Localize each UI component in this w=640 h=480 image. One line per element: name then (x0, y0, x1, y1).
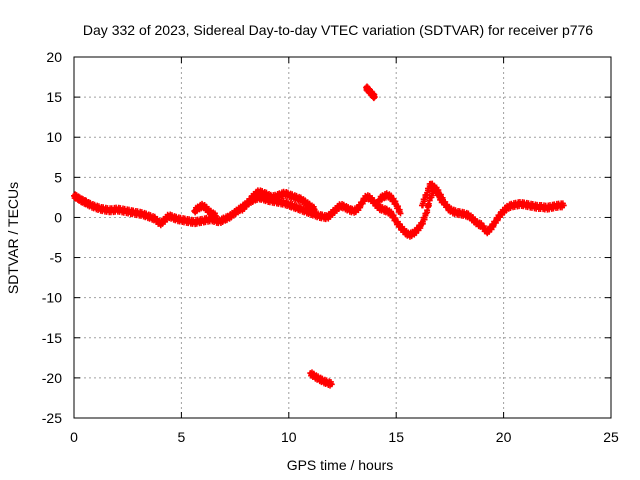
data-point (417, 225, 424, 232)
data-point (419, 202, 426, 209)
x-tick-labels: 0 5 10 15 20 25 (70, 429, 619, 445)
data-point (392, 198, 399, 205)
x-tick-label: 0 (70, 429, 78, 445)
y-tick-label: 0 (54, 209, 62, 225)
x-tick-label: 15 (388, 429, 404, 445)
y-tick-label: 10 (46, 129, 62, 145)
data-point (428, 194, 435, 201)
y-tick-label: -25 (42, 410, 62, 426)
data-point (433, 186, 440, 193)
data-point (425, 187, 432, 194)
data-point (421, 198, 428, 205)
data-point (435, 189, 442, 196)
data-point (311, 206, 318, 213)
data-point (212, 212, 219, 219)
grid (74, 57, 611, 418)
data-point (494, 217, 501, 224)
y-axis-label: SDTVAR / TECUs (5, 182, 21, 294)
axis-ticks (73, 56, 612, 419)
y-tick-labels: -25 -20 -15 -10 -5 0 5 10 15 20 (42, 49, 62, 426)
plot-frame (73, 56, 612, 419)
y-tick-label: -15 (42, 330, 62, 346)
y-tick-label: 15 (46, 89, 62, 105)
data-point (396, 220, 403, 227)
data-point (440, 200, 447, 207)
data-point (357, 204, 364, 211)
data-point (392, 215, 399, 222)
y-tick-label: 5 (54, 169, 62, 185)
data-point (397, 210, 404, 217)
data-points (71, 83, 567, 389)
y-tick-label: -5 (50, 250, 63, 266)
data-point (560, 202, 567, 209)
x-tick-label: 10 (281, 429, 297, 445)
data-point (419, 220, 426, 227)
x-tick-label: 5 (178, 429, 186, 445)
x-tick-label: 20 (496, 429, 512, 445)
x-tick-label: 25 (603, 429, 619, 445)
chart-title: Day 332 of 2023, Sidereal Day-to-day VTE… (83, 22, 593, 38)
data-point (424, 191, 431, 198)
y-tick-label: -20 (42, 370, 62, 386)
data-point (439, 196, 446, 203)
data-point (490, 223, 497, 230)
data-point (394, 203, 401, 210)
data-point (328, 381, 335, 388)
data-point (421, 216, 428, 223)
y-tick-label: -10 (42, 290, 62, 306)
data-point (396, 206, 403, 213)
y-tick-label: 20 (46, 49, 62, 65)
data-point (424, 209, 431, 216)
data-point (425, 202, 432, 209)
data-point (371, 94, 378, 101)
x-axis-label: GPS time / hours (287, 457, 394, 473)
data-point (245, 201, 252, 208)
data-point (431, 182, 438, 189)
